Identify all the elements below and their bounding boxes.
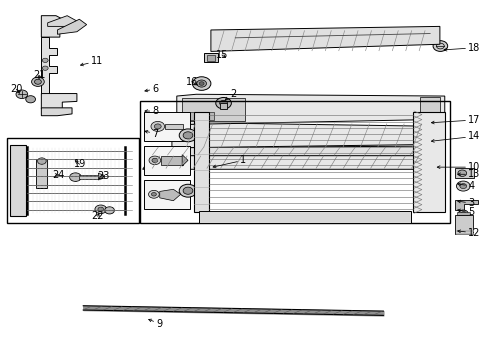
Circle shape: [193, 77, 211, 90]
Polygon shape: [143, 155, 445, 169]
Bar: [7, 138, 139, 223]
Circle shape: [151, 121, 165, 131]
Circle shape: [460, 184, 466, 189]
Bar: [220, 103, 227, 109]
Circle shape: [433, 41, 448, 51]
Polygon shape: [147, 146, 435, 156]
Text: 11: 11: [80, 56, 103, 66]
Text: 8: 8: [145, 106, 159, 116]
Circle shape: [42, 58, 48, 63]
Circle shape: [149, 156, 161, 165]
Text: 14: 14: [431, 131, 480, 142]
Bar: [457, 212, 469, 215]
Circle shape: [34, 79, 41, 84]
Bar: [420, 97, 440, 123]
Bar: [144, 146, 191, 175]
Bar: [199, 211, 411, 223]
Circle shape: [183, 132, 193, 139]
Circle shape: [183, 187, 193, 194]
Bar: [204, 53, 218, 62]
Bar: [187, 112, 195, 120]
Circle shape: [459, 210, 468, 217]
Circle shape: [457, 181, 470, 191]
Circle shape: [16, 90, 28, 99]
Text: 24: 24: [52, 170, 64, 180]
Polygon shape: [10, 145, 26, 216]
Polygon shape: [41, 16, 70, 37]
Circle shape: [220, 100, 227, 106]
Text: 3: 3: [458, 198, 474, 208]
Circle shape: [199, 82, 204, 85]
Polygon shape: [182, 155, 188, 166]
Polygon shape: [211, 26, 440, 51]
Bar: [206, 55, 215, 61]
Circle shape: [95, 205, 107, 213]
Text: 23: 23: [97, 171, 109, 181]
Bar: [456, 215, 472, 234]
Text: 5: 5: [458, 207, 474, 217]
Text: 16: 16: [186, 77, 198, 87]
Bar: [161, 156, 183, 165]
Text: 9: 9: [148, 319, 163, 329]
Circle shape: [148, 190, 159, 198]
Circle shape: [37, 158, 46, 164]
Bar: [165, 124, 183, 129]
Bar: [144, 112, 191, 141]
Circle shape: [461, 212, 465, 215]
Bar: [79, 175, 99, 179]
Bar: [206, 112, 214, 120]
Text: 19: 19: [74, 159, 86, 169]
Circle shape: [31, 77, 44, 86]
Polygon shape: [160, 189, 181, 201]
Text: 18: 18: [444, 43, 480, 53]
Circle shape: [105, 207, 115, 214]
Bar: [194, 112, 209, 212]
Polygon shape: [57, 19, 87, 34]
Text: 22: 22: [92, 211, 104, 221]
Circle shape: [98, 207, 104, 211]
Circle shape: [216, 98, 231, 109]
Polygon shape: [41, 108, 72, 116]
Text: 20: 20: [10, 84, 23, 94]
Circle shape: [179, 129, 197, 142]
Polygon shape: [456, 200, 478, 210]
Text: 12: 12: [458, 228, 481, 238]
Circle shape: [154, 124, 161, 129]
Text: 21: 21: [33, 70, 46, 80]
Text: 7: 7: [145, 129, 159, 139]
Circle shape: [179, 184, 197, 197]
Circle shape: [26, 96, 35, 103]
Circle shape: [152, 158, 158, 162]
Circle shape: [458, 170, 466, 176]
Circle shape: [197, 80, 206, 87]
Circle shape: [70, 173, 81, 181]
Polygon shape: [48, 16, 77, 26]
Text: 4: 4: [458, 181, 474, 191]
Bar: [430, 125, 444, 146]
Polygon shape: [172, 123, 445, 148]
Bar: [456, 168, 474, 178]
Text: 2: 2: [225, 89, 237, 100]
Circle shape: [151, 193, 156, 196]
Bar: [413, 112, 445, 212]
Text: 1: 1: [213, 156, 246, 168]
Text: 6: 6: [145, 84, 159, 94]
Bar: [196, 112, 204, 120]
Polygon shape: [177, 94, 445, 125]
Text: 15: 15: [216, 50, 228, 60]
Circle shape: [42, 66, 48, 70]
Bar: [140, 102, 450, 223]
Polygon shape: [98, 173, 105, 180]
Text: 10: 10: [437, 162, 480, 172]
Polygon shape: [41, 94, 77, 109]
Bar: [144, 180, 191, 208]
Bar: [36, 159, 47, 188]
Text: 13: 13: [458, 169, 480, 179]
Polygon shape: [182, 98, 245, 121]
Text: 17: 17: [431, 115, 481, 125]
Polygon shape: [41, 37, 57, 94]
